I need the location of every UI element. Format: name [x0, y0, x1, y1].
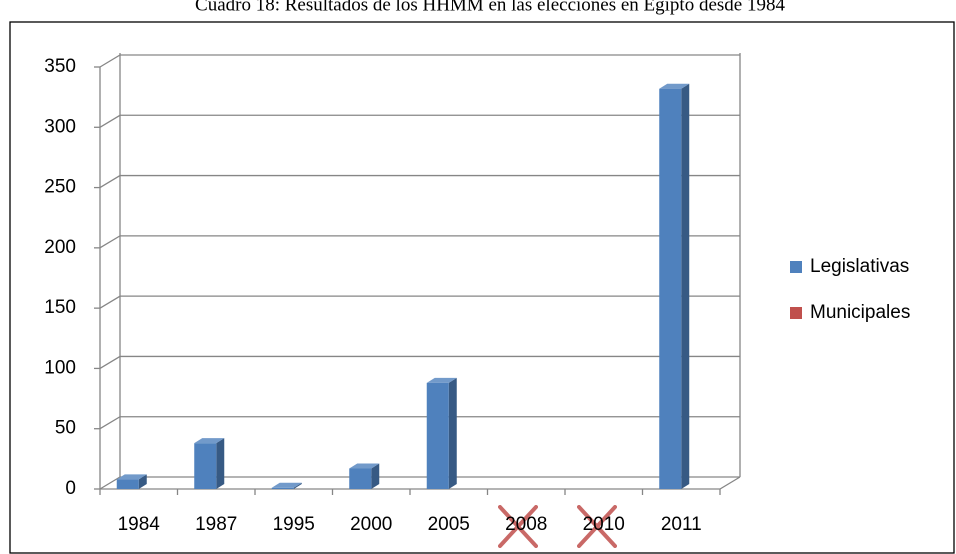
bar — [426, 377, 457, 489]
bar-top — [659, 83, 690, 89]
grid-line — [99, 54, 740, 68]
legend-label: Legislativas — [810, 256, 909, 277]
bar-side — [293, 482, 302, 489]
bar — [116, 474, 147, 489]
x-tick-label: 2011 — [661, 514, 702, 535]
bar-top — [116, 474, 147, 480]
grid-line — [99, 295, 740, 309]
bar-side — [448, 377, 457, 489]
bar-side — [371, 463, 380, 489]
grid-line — [99, 476, 740, 490]
bar — [349, 463, 380, 489]
y-tick-label: 250 — [44, 177, 76, 198]
bar-top — [349, 463, 380, 469]
x-tick-label: 2010 — [583, 514, 625, 535]
bar-front — [271, 487, 294, 489]
bar-front — [426, 382, 449, 489]
legend-swatch — [790, 307, 802, 319]
x-tick-label: 2005 — [428, 514, 470, 535]
x-tick-label: 1987 — [195, 514, 237, 535]
bar-top — [271, 482, 302, 488]
bar-top — [426, 377, 457, 383]
chart-border — [9, 21, 955, 554]
x-tick-label: 2000 — [350, 514, 392, 535]
bar-side — [216, 438, 225, 489]
grid-line — [99, 114, 740, 128]
grid-line — [99, 355, 740, 369]
y-tick-label: 300 — [44, 116, 76, 137]
y-tick-label: 100 — [44, 357, 76, 378]
y-tick-label: 0 — [65, 478, 76, 499]
x-tick-label: 2008 — [505, 514, 547, 535]
legend-swatch — [790, 261, 802, 273]
cross-2010 — [577, 505, 617, 548]
chart-title: Cuadro 18: Resultados de los HHMM en las… — [195, 0, 785, 15]
y-tick-label: 150 — [44, 297, 76, 318]
grid-line — [99, 174, 740, 189]
cross-2008 — [498, 505, 538, 548]
bar-side — [681, 83, 690, 490]
bar-front — [659, 88, 682, 490]
x-tick-label: 1984 — [118, 514, 161, 535]
legend-label: Municipales — [810, 302, 910, 323]
y-tick-label: 350 — [44, 56, 76, 77]
bar-side — [138, 474, 147, 489]
bar-top — [194, 438, 225, 444]
bar — [194, 438, 225, 489]
grid-line — [99, 235, 740, 249]
bar-front — [349, 468, 372, 489]
grid-line — [99, 416, 740, 430]
bar-front — [116, 479, 139, 489]
bar — [659, 83, 690, 490]
y-tick-label: 50 — [55, 418, 76, 439]
x-tick-label: 1995 — [273, 514, 315, 535]
bar-front — [194, 443, 217, 489]
bar — [271, 482, 302, 489]
y-tick-label: 200 — [44, 237, 76, 258]
